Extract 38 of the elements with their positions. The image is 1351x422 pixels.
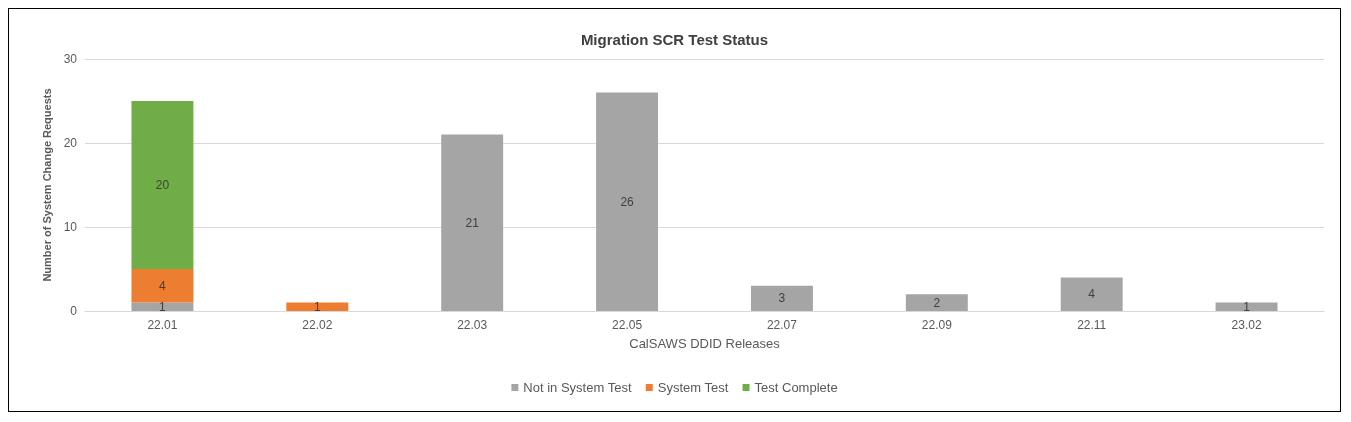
bar (750, 285, 813, 311)
x-tick-label: 22.03 (457, 318, 488, 332)
data-label: 1 (1243, 299, 1251, 314)
bar (1215, 302, 1278, 311)
legend-label: Test Complete (754, 380, 838, 395)
data-label: 1 (313, 299, 321, 314)
x-tick-label: 22.02 (302, 318, 333, 332)
bar (286, 302, 349, 311)
x-axis-title: CalSAWS DDID Releases (629, 336, 781, 351)
y-tick-label: 10 (63, 220, 78, 234)
bar (131, 302, 194, 311)
bar (441, 134, 504, 311)
data-label: 4 (1088, 287, 1096, 302)
bar (131, 101, 194, 269)
x-tick-label: 22.11 (1077, 318, 1107, 332)
y-axis-title: Number of System Change Requests (41, 88, 54, 282)
data-label: 20 (155, 178, 170, 192)
x-tick-label: 22.01 (147, 318, 178, 332)
x-tick-label: 22.07 (766, 318, 798, 332)
data-label: 1 (159, 299, 167, 314)
x-tick-label: 22.05 (612, 318, 643, 332)
bar (1060, 277, 1123, 311)
data-label: 21 (465, 215, 480, 230)
legend-label: System Test (657, 380, 729, 395)
bar (131, 269, 194, 303)
x-tick-label: 23.02 (1231, 318, 1262, 332)
data-label: 3 (778, 291, 786, 306)
legend-label: Not in System Test (523, 380, 632, 395)
x-tick-label: 22.09 (921, 318, 953, 332)
y-tick-label: 20 (63, 136, 78, 150)
y-tick-label: 30 (63, 52, 78, 66)
chart-title: Migration SCR Test Status (580, 31, 769, 48)
y-tick-label: 0 (70, 304, 78, 318)
data-label: 26 (620, 194, 635, 209)
data-label: 2 (933, 295, 941, 310)
data-label: 4 (159, 278, 167, 293)
bar (596, 92, 659, 311)
bar (905, 294, 968, 311)
